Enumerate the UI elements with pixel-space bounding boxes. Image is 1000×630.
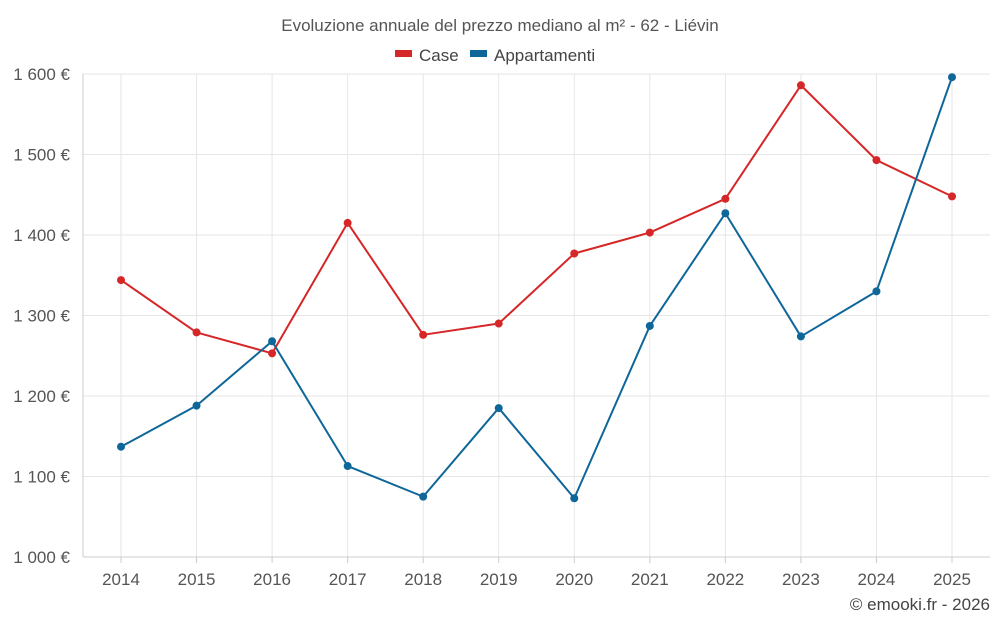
data-point-appartamenti[interactable]: [872, 287, 881, 296]
series-line-case: [120, 84, 953, 355]
data-point-appartamenti[interactable]: [268, 337, 277, 346]
data-point-appartamenti[interactable]: [948, 73, 956, 82]
x-tick-label: 2019: [480, 570, 518, 589]
x-tick-label: 2022: [706, 570, 744, 589]
y-tick-label: 1 000 €: [13, 548, 70, 567]
data-point-appartamenti[interactable]: [343, 462, 352, 471]
chart-title: Evoluzione annuale del prezzo mediano al…: [281, 16, 719, 35]
x-tick-label: 2015: [178, 570, 216, 589]
y-tick-label: 1 200 €: [13, 387, 70, 406]
x-tick-label: 2018: [404, 570, 442, 589]
legend-label-case: Case: [419, 46, 459, 65]
x-tick-label: 2020: [555, 570, 593, 589]
data-point-case[interactable]: [268, 349, 277, 358]
data-point-case[interactable]: [796, 81, 805, 90]
x-tick-label: 2014: [102, 570, 140, 589]
x-tick-label: 2025: [933, 570, 971, 589]
y-tick-label: 1 600 €: [13, 65, 70, 84]
y-tick-label: 1 300 €: [13, 307, 70, 326]
data-point-case[interactable]: [645, 228, 654, 237]
data-point-appartamenti[interactable]: [117, 442, 125, 451]
grid: [83, 73, 990, 557]
y-tick-label: 1 500 €: [13, 146, 70, 165]
legend: Case Appartamenti: [395, 46, 595, 65]
data-point-case[interactable]: [117, 276, 125, 285]
y-tick-label: 1 100 €: [13, 468, 70, 487]
data-point-appartamenti[interactable]: [796, 332, 805, 341]
x-tick-label: 2023: [782, 570, 820, 589]
y-tick-label: 1 400 €: [13, 226, 70, 245]
legend-swatch-appartamenti: [470, 50, 487, 57]
data-point-appartamenti[interactable]: [721, 209, 730, 218]
x-tick-label: 2016: [253, 570, 291, 589]
axes: 1 000 € 1 100 € 1 200 € 1 300 € 1 400 € 1 500…: [13, 65, 990, 589]
data-point-case[interactable]: [948, 192, 956, 201]
x-tick-label: 2024: [858, 570, 896, 589]
data-point-appartamenti[interactable]: [645, 321, 654, 330]
data-point-appartamenti[interactable]: [494, 404, 503, 413]
data-point-case[interactable]: [192, 328, 201, 337]
data-point-appartamenti[interactable]: [192, 401, 201, 410]
legend-swatch-case: [395, 50, 412, 57]
data-point-appartamenti[interactable]: [419, 492, 428, 501]
data-point-case[interactable]: [721, 194, 730, 203]
data-point-appartamenti[interactable]: [570, 494, 579, 503]
legend-label-appartamenti: Appartamenti: [494, 46, 595, 65]
data-point-case[interactable]: [570, 249, 579, 258]
data-point-case[interactable]: [419, 330, 428, 339]
data-point-case[interactable]: [872, 156, 881, 165]
data-point-case[interactable]: [494, 319, 503, 328]
data-point-case[interactable]: [343, 218, 352, 227]
credit-text: © emooki.fr - 2026: [850, 595, 990, 614]
x-tick-label: 2021: [631, 570, 669, 589]
series: [117, 73, 956, 503]
x-tick-label: 2017: [329, 570, 367, 589]
series-line-appartamenti: [120, 76, 953, 500]
